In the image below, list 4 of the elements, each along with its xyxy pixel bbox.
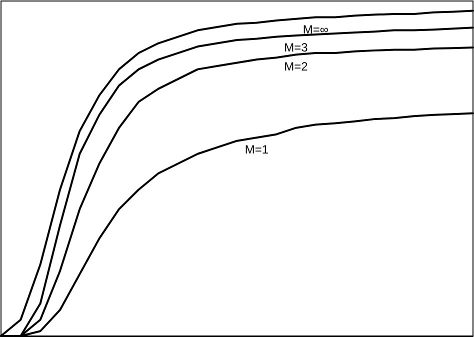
series-label: M=1 [244,142,269,157]
series-label: M=3 [284,40,308,54]
series-label: M=∞ [302,22,329,36]
series-label: M=2 [284,60,308,74]
